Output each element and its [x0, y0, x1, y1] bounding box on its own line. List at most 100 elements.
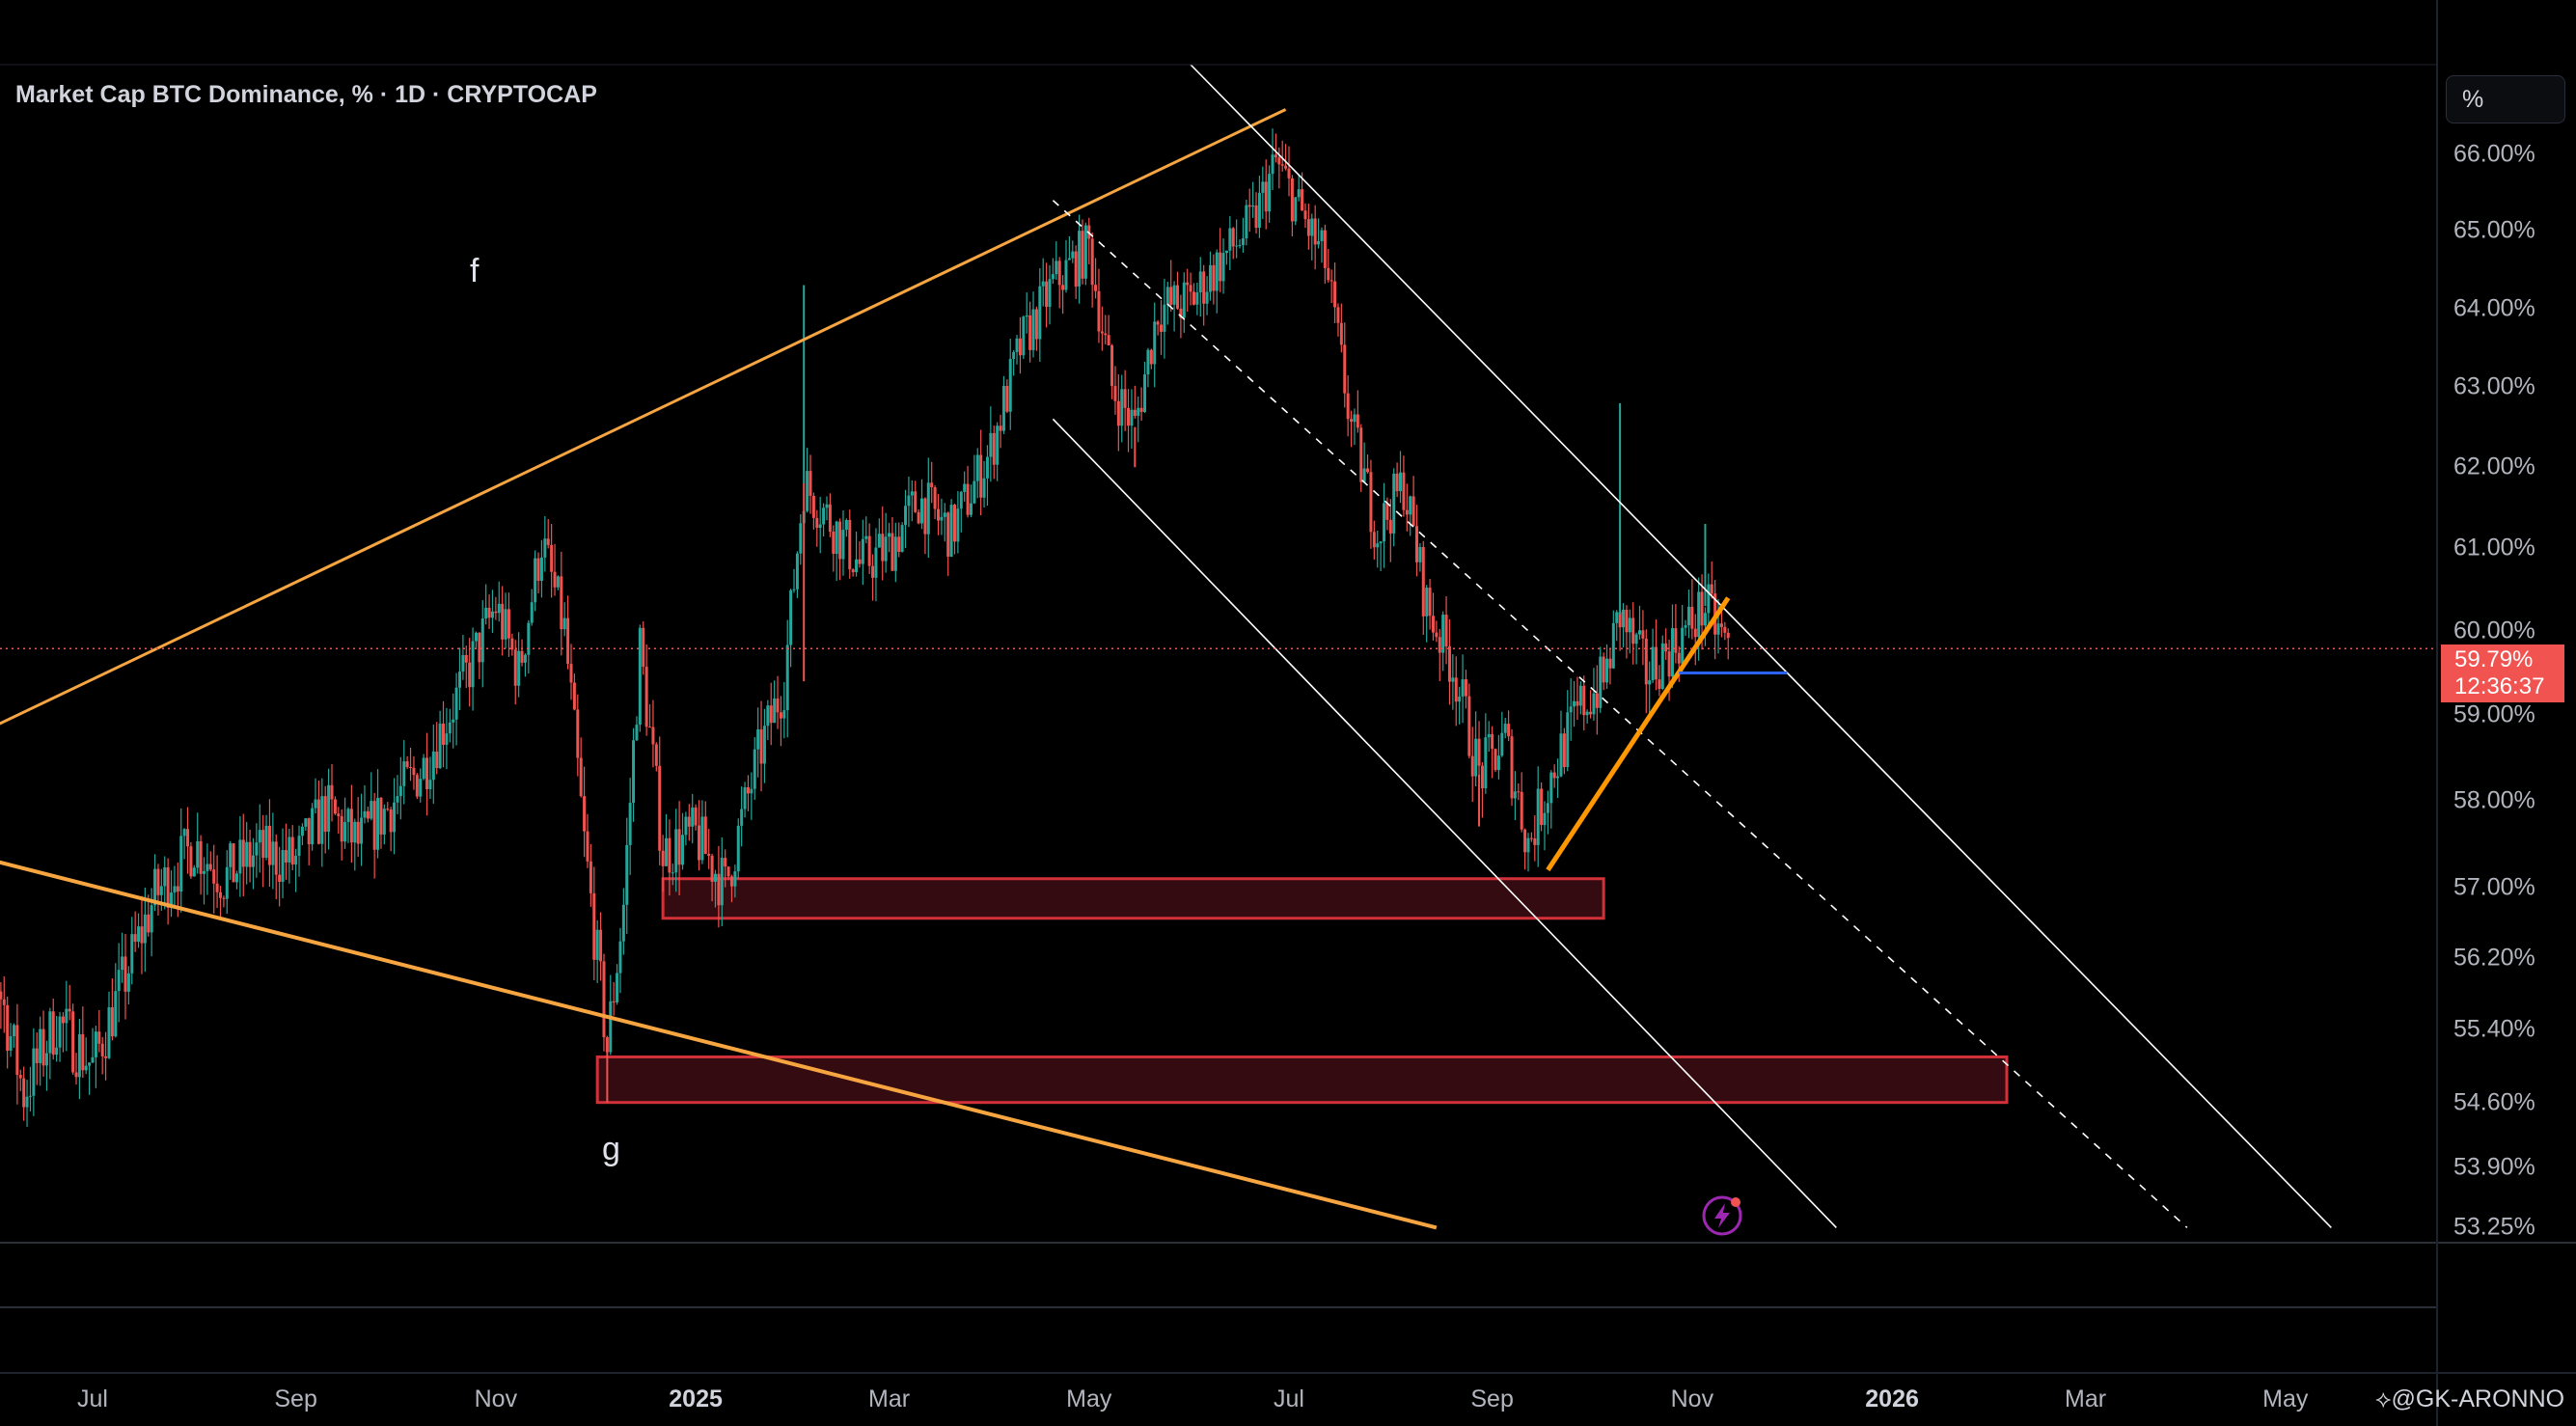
candle-body	[963, 483, 967, 492]
candle-body	[1418, 547, 1422, 562]
candle-body	[1202, 271, 1206, 304]
candle-body	[1523, 829, 1527, 853]
candle-body	[979, 454, 983, 498]
candle-body	[471, 641, 475, 688]
candle-body	[1067, 258, 1071, 261]
candle-body	[1143, 374, 1147, 412]
candle-body	[1277, 157, 1281, 165]
candle-body	[789, 590, 793, 645]
candle-body	[1189, 285, 1192, 292]
candle-body	[39, 1028, 42, 1063]
candle-body	[684, 816, 688, 836]
tradingview-diamond-icon: ⟡	[2375, 1385, 2392, 1412]
candle-body	[173, 886, 177, 893]
candle-body	[1306, 219, 1310, 236]
candle-body	[97, 1031, 101, 1044]
candle-body	[0, 991, 3, 1000]
candle-body	[1241, 238, 1245, 245]
candle-body	[1301, 189, 1304, 211]
time-tick-label: Mar	[2065, 1385, 2107, 1412]
candle-body	[940, 516, 944, 521]
candle-body	[179, 836, 183, 892]
candle-body	[602, 961, 606, 1038]
candle-body	[1681, 627, 1685, 664]
candle-body	[1674, 628, 1678, 653]
candle-body	[1221, 253, 1225, 282]
price-tick-label: 62.00%	[2453, 452, 2535, 480]
candle-body	[1556, 776, 1560, 779]
candle-body	[1585, 711, 1589, 716]
candle-body	[340, 815, 343, 842]
channel-upper-line[interactable]	[1190, 64, 2332, 1228]
candle-body	[12, 1025, 15, 1037]
candle-body	[766, 705, 770, 727]
candle-body	[546, 538, 550, 545]
candle-body	[818, 524, 822, 529]
candle-body	[527, 622, 531, 655]
candle-body	[1444, 615, 1448, 646]
candle-body	[1383, 503, 1386, 542]
candle-body	[844, 519, 848, 531]
candle-body	[1156, 321, 1160, 325]
channel-lower-line[interactable]	[1052, 418, 1837, 1228]
candle-body	[1441, 615, 1445, 653]
last-price-tag: 59.79% 12:36:37	[2441, 644, 2564, 702]
candle-body	[51, 1011, 55, 1056]
candle-body	[1447, 645, 1451, 682]
percent-scale-button[interactable]: %	[2446, 75, 2565, 123]
candle-body	[176, 886, 179, 892]
candle-body	[1549, 772, 1553, 804]
candle-body	[828, 504, 832, 533]
candle-body	[1602, 656, 1605, 683]
candle-body	[1280, 164, 1284, 166]
candle-body	[452, 719, 455, 723]
candle-body	[1343, 344, 1347, 394]
candle-body	[1163, 304, 1166, 332]
candle-body	[510, 638, 514, 650]
candle-body	[1697, 591, 1701, 638]
candle-body	[1592, 693, 1596, 715]
candle-body	[1110, 344, 1114, 387]
candle-body	[1179, 308, 1183, 318]
candle-body	[121, 956, 124, 971]
candle-body	[562, 617, 566, 630]
candle-body	[884, 536, 888, 562]
candle-body	[635, 725, 639, 741]
candle-body	[1359, 427, 1363, 482]
candle-body	[1057, 261, 1061, 286]
candle-body	[720, 858, 724, 906]
candle-body	[238, 839, 242, 874]
candle-body	[566, 617, 570, 665]
wedge-upper-trendline[interactable]	[0, 108, 1287, 775]
support-zone-lower[interactable]	[595, 1055, 2009, 1105]
wedge-lower-trendline[interactable]	[0, 836, 1438, 1230]
candle-body	[35, 1048, 39, 1063]
candle-body	[1654, 646, 1658, 680]
candle-body	[1454, 677, 1458, 702]
support-zone-upper[interactable]	[661, 877, 1605, 920]
candle-body	[832, 532, 836, 554]
candle-body	[258, 830, 261, 843]
last-price-value: 59.79%	[2454, 646, 2534, 672]
candle-body	[1388, 519, 1392, 534]
candle-body	[644, 667, 648, 727]
candle-body	[1113, 386, 1117, 401]
candle-body	[1658, 679, 1661, 690]
candle-body	[497, 603, 501, 614]
candle-body	[431, 751, 435, 781]
candle-body	[1690, 606, 1694, 629]
time-tick-label: May	[1066, 1385, 1112, 1412]
candle-body	[203, 870, 206, 874]
price-tick-label: 57.00%	[2453, 873, 2535, 901]
candle-body	[1644, 638, 1648, 685]
candle-body	[1664, 643, 1668, 652]
candle-body	[22, 1078, 26, 1108]
candle-body	[592, 892, 596, 960]
rising-support-trendline[interactable]	[1546, 596, 1731, 872]
candle-body	[1219, 252, 1222, 282]
candle-body	[1589, 711, 1593, 715]
candle-body	[1034, 309, 1038, 340]
lightning-icon[interactable]	[1701, 1194, 1743, 1237]
candle-body	[1719, 623, 1723, 627]
